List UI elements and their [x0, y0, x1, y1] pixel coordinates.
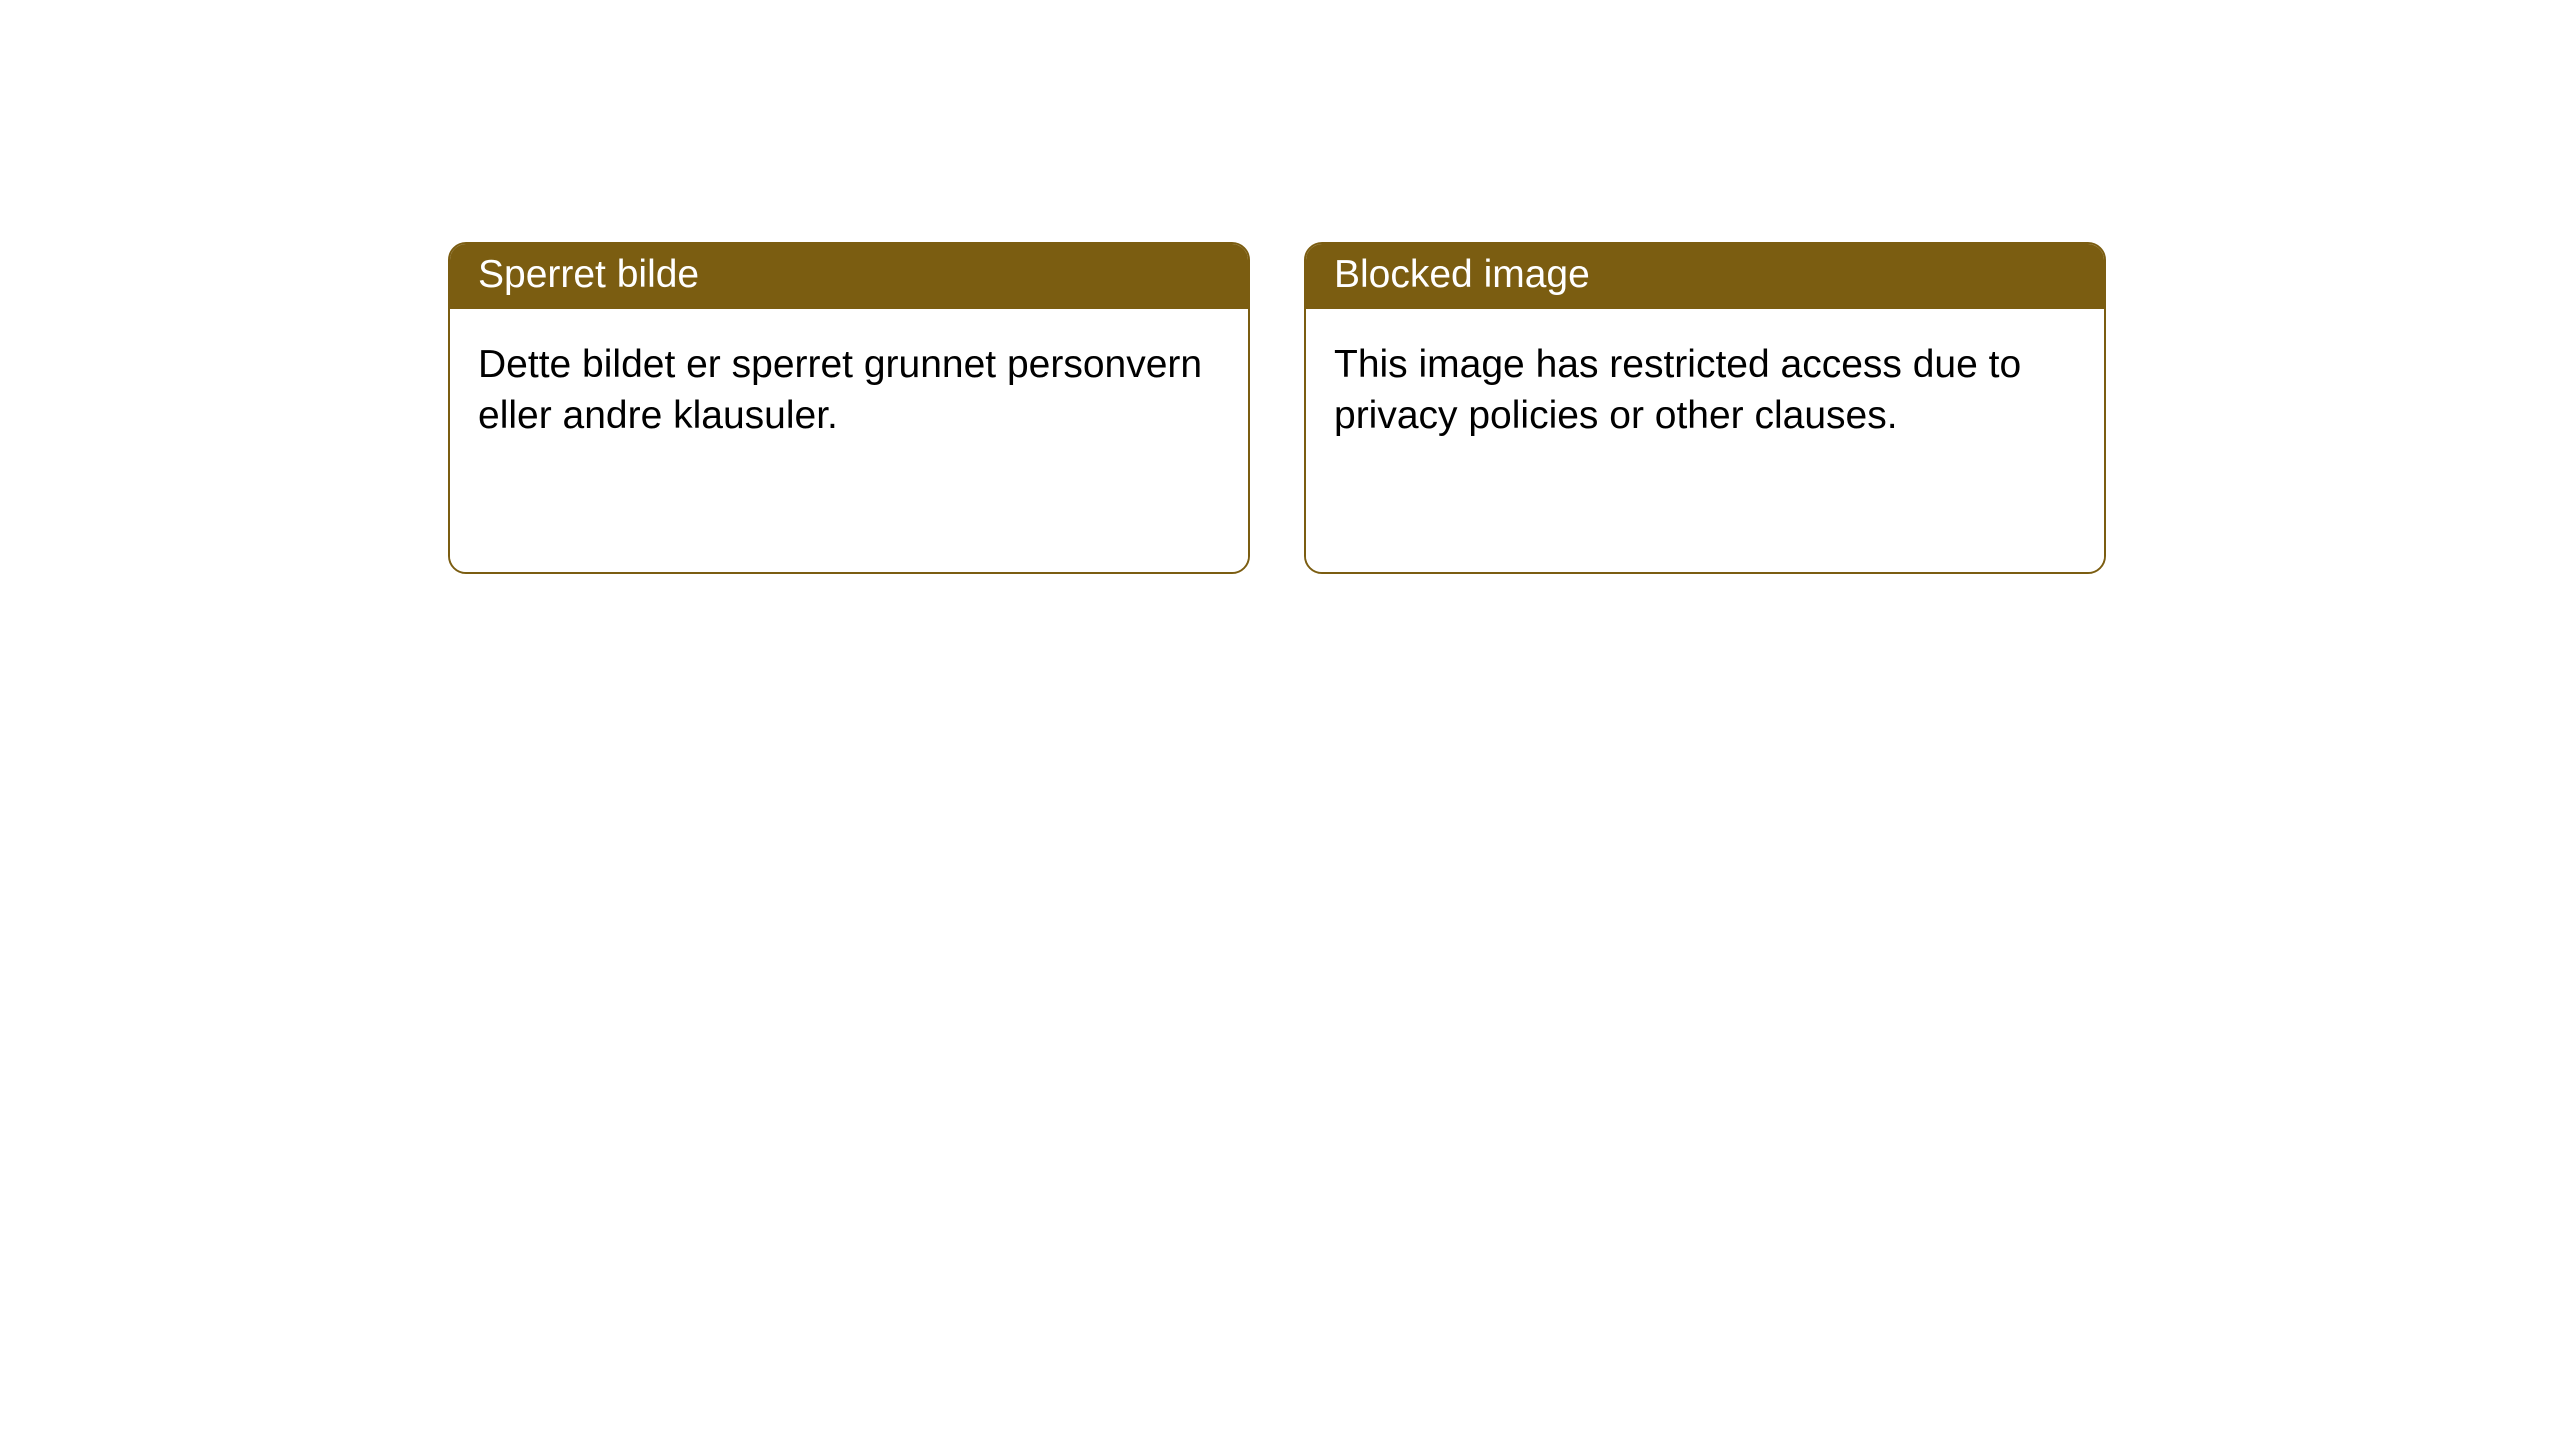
card-header: Sperret bilde — [450, 244, 1248, 309]
card-body: This image has restricted access due to … — [1306, 309, 2104, 572]
blocked-image-card-norwegian: Sperret bilde Dette bildet er sperret gr… — [448, 242, 1250, 574]
card-body: Dette bildet er sperret grunnet personve… — [450, 309, 1248, 572]
notice-container: Sperret bilde Dette bildet er sperret gr… — [0, 0, 2560, 574]
card-header: Blocked image — [1306, 244, 2104, 309]
blocked-image-card-english: Blocked image This image has restricted … — [1304, 242, 2106, 574]
